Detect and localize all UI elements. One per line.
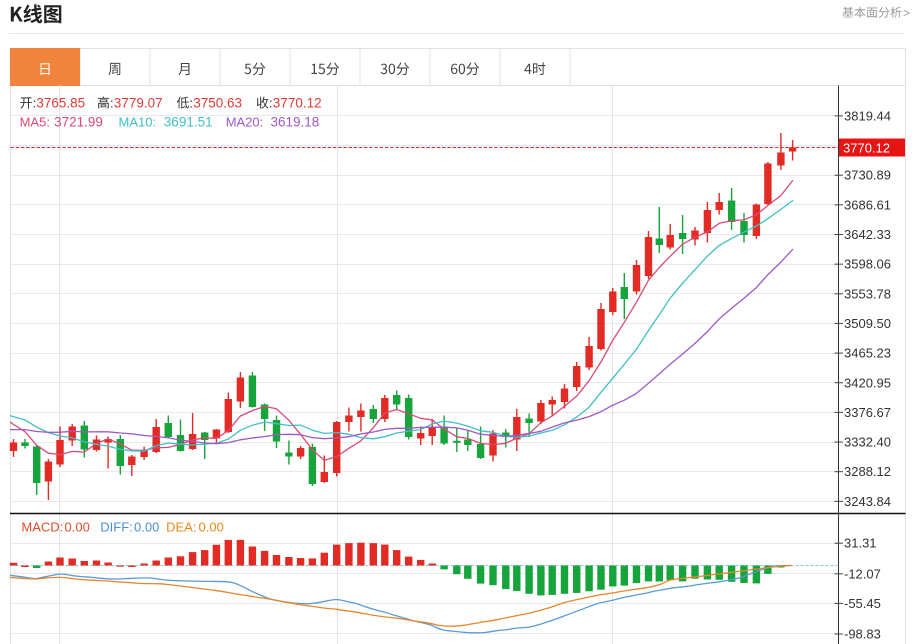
svg-text::: : xyxy=(110,96,114,111)
svg-text:3730.89: 3730.89 xyxy=(844,168,891,183)
svg-text:3619.18: 3619.18 xyxy=(271,115,320,130)
svg-text:-55.45: -55.45 xyxy=(844,596,881,611)
svg-text:DEA:: DEA: xyxy=(166,520,196,535)
svg-text:3376.67: 3376.67 xyxy=(844,405,891,420)
svg-text:3553.78: 3553.78 xyxy=(844,286,891,301)
svg-text:3770.12: 3770.12 xyxy=(273,96,322,111)
svg-text:3721.99: 3721.99 xyxy=(54,115,103,130)
svg-text:MA10:: MA10: xyxy=(119,115,157,130)
svg-text:0.00: 0.00 xyxy=(65,520,90,535)
svg-text:DIFF:: DIFF: xyxy=(100,520,133,535)
svg-text::: : xyxy=(33,96,37,111)
svg-text:3509.50: 3509.50 xyxy=(844,316,891,331)
svg-text:0.00: 0.00 xyxy=(134,520,159,535)
svg-text:3243.84: 3243.84 xyxy=(844,494,891,509)
svg-text:3332.40: 3332.40 xyxy=(844,435,891,450)
svg-text:3598.06: 3598.06 xyxy=(844,257,891,272)
svg-text:MA5:: MA5: xyxy=(20,115,50,130)
svg-text:3819.44: 3819.44 xyxy=(844,108,891,123)
svg-text:3779.07: 3779.07 xyxy=(114,96,163,111)
svg-text:-12.07: -12.07 xyxy=(844,566,881,581)
svg-text:31.31: 31.31 xyxy=(844,536,877,551)
svg-text:MACD:: MACD: xyxy=(21,520,63,535)
svg-text:3765.85: 3765.85 xyxy=(36,96,85,111)
svg-text:3288.12: 3288.12 xyxy=(844,464,891,479)
svg-text:-98.83: -98.83 xyxy=(844,627,881,642)
svg-text:3420.95: 3420.95 xyxy=(844,375,891,390)
svg-text:3465.23: 3465.23 xyxy=(844,346,891,361)
svg-text:3770.12: 3770.12 xyxy=(843,140,890,155)
svg-text:MA20:: MA20: xyxy=(226,115,264,130)
svg-text:>: > xyxy=(903,6,910,20)
svg-text:3750.63: 3750.63 xyxy=(193,96,242,111)
svg-text:3686.61: 3686.61 xyxy=(844,197,891,212)
svg-text::: : xyxy=(189,96,193,111)
svg-text:3642.33: 3642.33 xyxy=(844,227,891,242)
svg-text:3691.51: 3691.51 xyxy=(164,115,213,130)
svg-text::: : xyxy=(269,96,273,111)
svg-text:0.00: 0.00 xyxy=(199,520,224,535)
